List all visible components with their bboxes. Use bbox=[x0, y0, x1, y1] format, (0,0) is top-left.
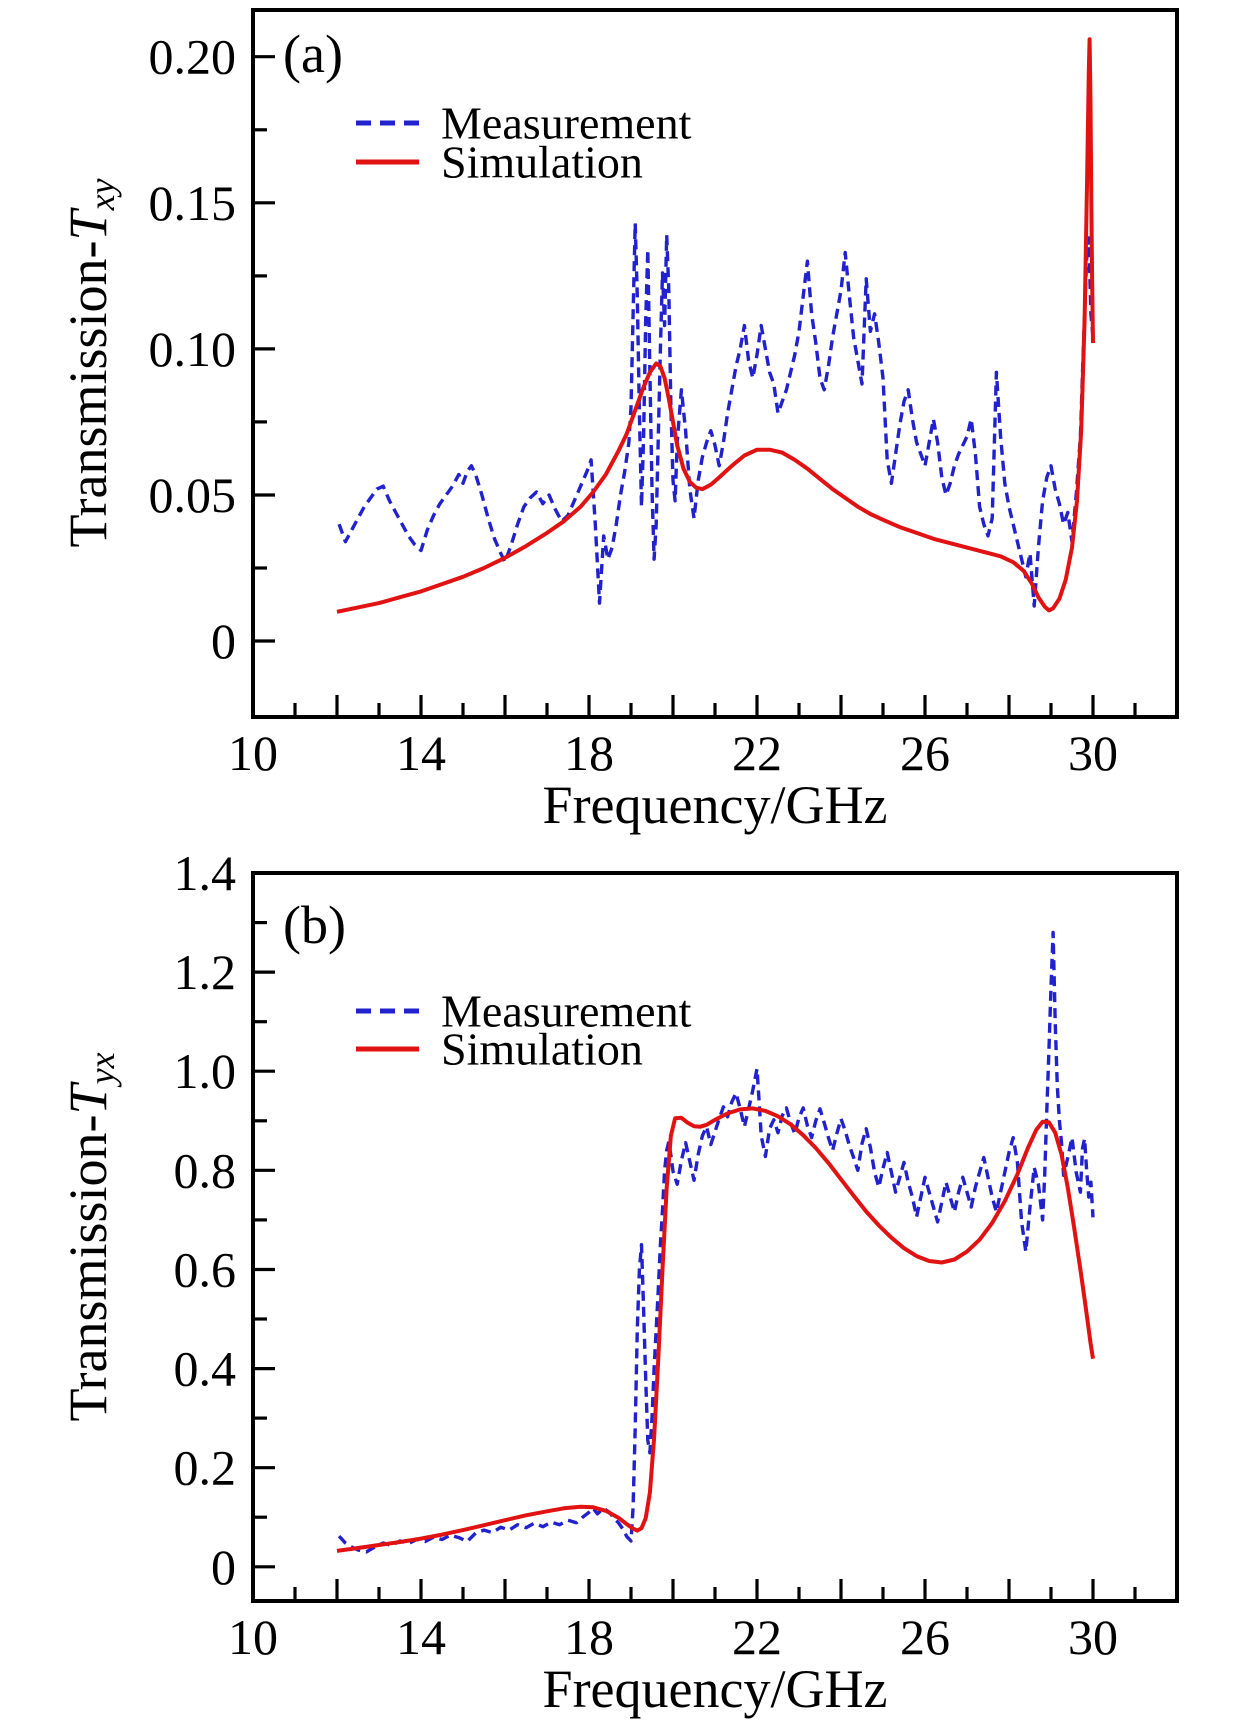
y-tick-label: 0.4 bbox=[174, 1341, 237, 1397]
y-tick-label: 1.2 bbox=[174, 944, 237, 1000]
panel-a-letter: (a) bbox=[283, 24, 343, 84]
y-tick-label: 1.4 bbox=[174, 845, 237, 901]
panel-b-x-axis-title: Frequency/GHz bbox=[543, 1659, 888, 1719]
y-tick-label: 0.05 bbox=[149, 467, 237, 523]
y-tick-label: 0.2 bbox=[174, 1440, 237, 1496]
panel-b-letter: (b) bbox=[283, 895, 346, 955]
simulation-curve bbox=[336, 37, 1095, 614]
y-tick-label: 0.15 bbox=[149, 175, 237, 231]
x-tick-label: 10 bbox=[228, 1609, 278, 1665]
x-tick-label: 30 bbox=[1068, 1609, 1118, 1665]
panel-b: 10 14 18 22 26 30 0 0.2 0.4 0.6 0.8 1.0 1.2 1.4 (b) F… bbox=[58, 845, 1179, 1719]
y-tick-label: 1.0 bbox=[174, 1043, 237, 1099]
x-tick-label: 18 bbox=[564, 725, 614, 781]
plot-frame bbox=[251, 8, 1179, 719]
x-tick-label: 22 bbox=[732, 1609, 782, 1665]
legend-measurement-label: Measurement bbox=[441, 986, 692, 1037]
x-tick-label: 26 bbox=[900, 1609, 950, 1665]
measurement-curve bbox=[337, 930, 1095, 1554]
panel-b-axes: 10 14 18 22 26 30 0 0.2 0.4 0.6 0.8 1.0 1.2 1.4 bbox=[174, 845, 1179, 1665]
y-tick-label: 0 bbox=[211, 1539, 236, 1595]
y-tick-label: 0.10 bbox=[149, 321, 237, 377]
legend-measurement-label: Measurement bbox=[441, 98, 692, 149]
panel-a-x-axis-title: Frequency/GHz bbox=[543, 775, 888, 835]
legend-simulation-label: Simulation bbox=[441, 1024, 643, 1075]
y-tick-label: 0 bbox=[211, 613, 236, 669]
y-tick-label: 0.8 bbox=[174, 1142, 237, 1198]
y-tick-label: 0.6 bbox=[174, 1242, 237, 1298]
x-tick-label: 22 bbox=[732, 725, 782, 781]
panel-a-y-axis-title: Transmission-Txy bbox=[58, 178, 122, 547]
x-tick-label: 30 bbox=[1068, 725, 1118, 781]
x-tick-label: 18 bbox=[564, 1609, 614, 1665]
x-tick-label: 10 bbox=[228, 725, 278, 781]
legend-simulation-label: Simulation bbox=[441, 137, 643, 188]
x-tick-label: 14 bbox=[396, 725, 446, 781]
panel-a-axes: 10 14 18 22 26 30 0 0.05 0.10 0.15 0.20 bbox=[149, 8, 1179, 781]
simulation-curve bbox=[336, 1106, 1095, 1553]
panel-a: 10 14 18 22 26 30 0 0.05 0.10 0.15 0.20 (a) Freque… bbox=[58, 8, 1179, 835]
plot-frame bbox=[251, 871, 1179, 1603]
panel-a-legend: Measurement Simulation bbox=[356, 98, 692, 188]
panel-b-legend: Measurement Simulation bbox=[356, 986, 692, 1075]
panel-b-y-axis-title: Transmission-Tyx bbox=[58, 1052, 122, 1421]
y-tick-label: 0.20 bbox=[149, 29, 237, 85]
measurement-curve bbox=[337, 221, 1095, 608]
x-tick-label: 26 bbox=[900, 725, 950, 781]
x-tick-label: 14 bbox=[396, 1609, 446, 1665]
